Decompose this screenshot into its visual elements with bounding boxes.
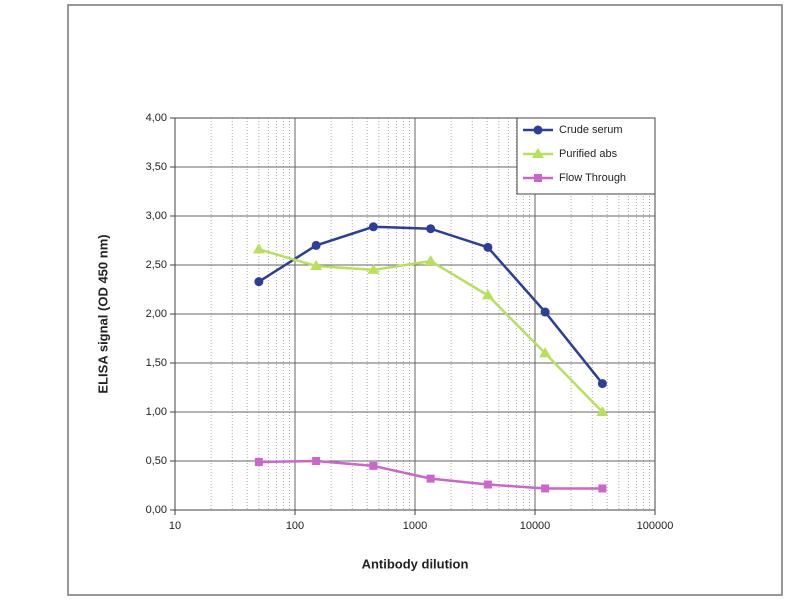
legend-label: Purified abs bbox=[559, 148, 618, 160]
y-tick-label: 1,50 bbox=[146, 357, 167, 369]
data-point bbox=[483, 480, 492, 489]
legend-label: Flow Through bbox=[559, 172, 626, 184]
plot-border bbox=[174, 117, 656, 511]
x-tick-label: 10 bbox=[169, 520, 181, 532]
data-point bbox=[426, 224, 436, 234]
data-point bbox=[597, 379, 607, 389]
y-tick-label: 0,00 bbox=[146, 504, 167, 516]
y-tick-label: 2,50 bbox=[146, 259, 167, 271]
y-axis-title: ELISA signal (OD 450 nm) bbox=[95, 234, 110, 393]
y-tick-label: 1,00 bbox=[146, 406, 167, 418]
data-point bbox=[541, 484, 550, 493]
data-point bbox=[483, 242, 493, 252]
x-tick-label: 100 bbox=[286, 520, 304, 532]
legend-label: Crude serum bbox=[559, 124, 623, 136]
x-axis-title: Antibody dilution bbox=[362, 556, 469, 571]
y-tick-label: 4,00 bbox=[146, 112, 167, 124]
data-point bbox=[540, 307, 550, 317]
data-point bbox=[598, 484, 607, 493]
data-point bbox=[539, 347, 552, 358]
data-point bbox=[254, 277, 264, 287]
x-tick-label: 100000 bbox=[637, 520, 674, 532]
data-point bbox=[424, 255, 437, 266]
data-point bbox=[254, 457, 263, 466]
data-point bbox=[311, 240, 321, 250]
y-tick-label: 2,00 bbox=[146, 308, 167, 320]
data-point bbox=[310, 259, 323, 270]
legend-marker bbox=[534, 174, 542, 182]
x-tick-label: 1000 bbox=[403, 520, 427, 532]
legend-marker bbox=[532, 148, 544, 158]
legend-marker bbox=[533, 125, 543, 135]
y-tick-label: 3,00 bbox=[146, 210, 167, 222]
x-tick-label: 10000 bbox=[520, 520, 551, 532]
data-point bbox=[596, 406, 609, 416]
data-point bbox=[312, 457, 321, 465]
y-tick-label: 3,50 bbox=[146, 161, 167, 173]
data-point bbox=[252, 243, 265, 254]
y-tick-label: 0,50 bbox=[146, 455, 167, 467]
data-point bbox=[481, 289, 494, 300]
data-point bbox=[369, 461, 378, 470]
data-point bbox=[426, 474, 435, 483]
data-point bbox=[367, 263, 380, 274]
data-point bbox=[368, 222, 378, 232]
